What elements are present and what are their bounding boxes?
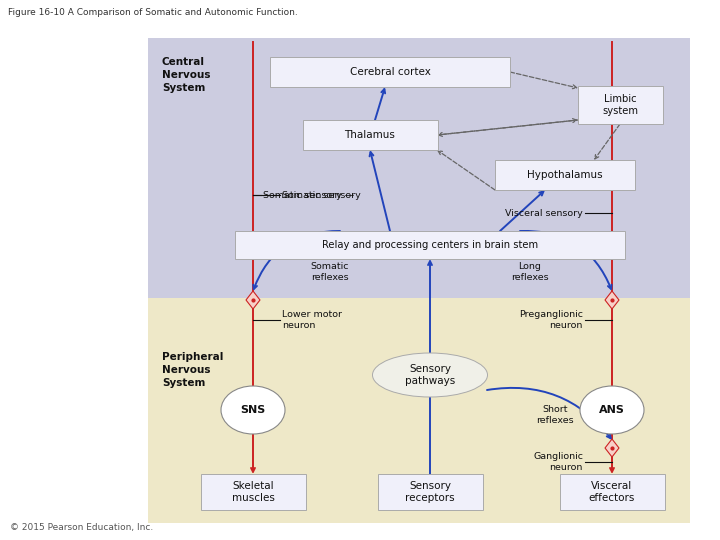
Text: Short
reflexes: Short reflexes bbox=[536, 405, 574, 425]
Polygon shape bbox=[605, 291, 619, 309]
Text: Cerebral cortex: Cerebral cortex bbox=[350, 67, 431, 77]
Polygon shape bbox=[605, 439, 619, 457]
Text: Sensory
receptors: Sensory receptors bbox=[405, 481, 455, 503]
Text: Central
Nervous
System: Central Nervous System bbox=[162, 57, 210, 93]
Text: SNS: SNS bbox=[240, 405, 266, 415]
Text: Peripheral
Nervous
System: Peripheral Nervous System bbox=[162, 352, 223, 388]
Bar bbox=[235, 231, 625, 259]
Text: Somatic sensory: Somatic sensory bbox=[282, 191, 361, 199]
Text: Limbic
system: Limbic system bbox=[602, 94, 638, 116]
Bar bbox=[302, 120, 438, 150]
Bar bbox=[270, 57, 510, 87]
Text: Hypothalamus: Hypothalamus bbox=[527, 170, 603, 180]
Text: Long
reflexes: Long reflexes bbox=[511, 262, 549, 282]
Text: Relay and processing centers in brain stem: Relay and processing centers in brain st… bbox=[322, 240, 538, 250]
Text: Visceral
effectors: Visceral effectors bbox=[589, 481, 635, 503]
Text: Figure 16-10 A Comparison of Somatic and Autonomic Function.: Figure 16-10 A Comparison of Somatic and… bbox=[8, 8, 298, 17]
Text: ANS: ANS bbox=[599, 405, 625, 415]
Text: Somatic
reflexes: Somatic reflexes bbox=[311, 262, 349, 282]
Text: Lower motor
neuron: Lower motor neuron bbox=[282, 310, 342, 330]
Text: Ganglionic
neuron: Ganglionic neuron bbox=[533, 452, 583, 472]
Text: Thalamus: Thalamus bbox=[345, 130, 395, 140]
Polygon shape bbox=[246, 291, 260, 309]
Bar bbox=[148, 298, 690, 523]
Bar bbox=[200, 474, 305, 510]
Text: Sensory
pathways: Sensory pathways bbox=[405, 364, 455, 386]
Bar bbox=[577, 86, 662, 124]
Ellipse shape bbox=[372, 353, 487, 397]
Ellipse shape bbox=[580, 386, 644, 434]
Text: Preganglionic
neuron: Preganglionic neuron bbox=[519, 310, 583, 330]
Bar bbox=[495, 160, 635, 190]
Text: © 2015 Pearson Education, Inc.: © 2015 Pearson Education, Inc. bbox=[10, 523, 153, 532]
Bar bbox=[377, 474, 482, 510]
Text: Somatic sensory —: Somatic sensory — bbox=[263, 191, 354, 199]
Ellipse shape bbox=[221, 386, 285, 434]
Bar bbox=[559, 474, 665, 510]
Text: Visceral sensory: Visceral sensory bbox=[505, 208, 583, 218]
Bar bbox=[148, 38, 690, 298]
Text: Skeletal
muscles: Skeletal muscles bbox=[232, 481, 274, 503]
